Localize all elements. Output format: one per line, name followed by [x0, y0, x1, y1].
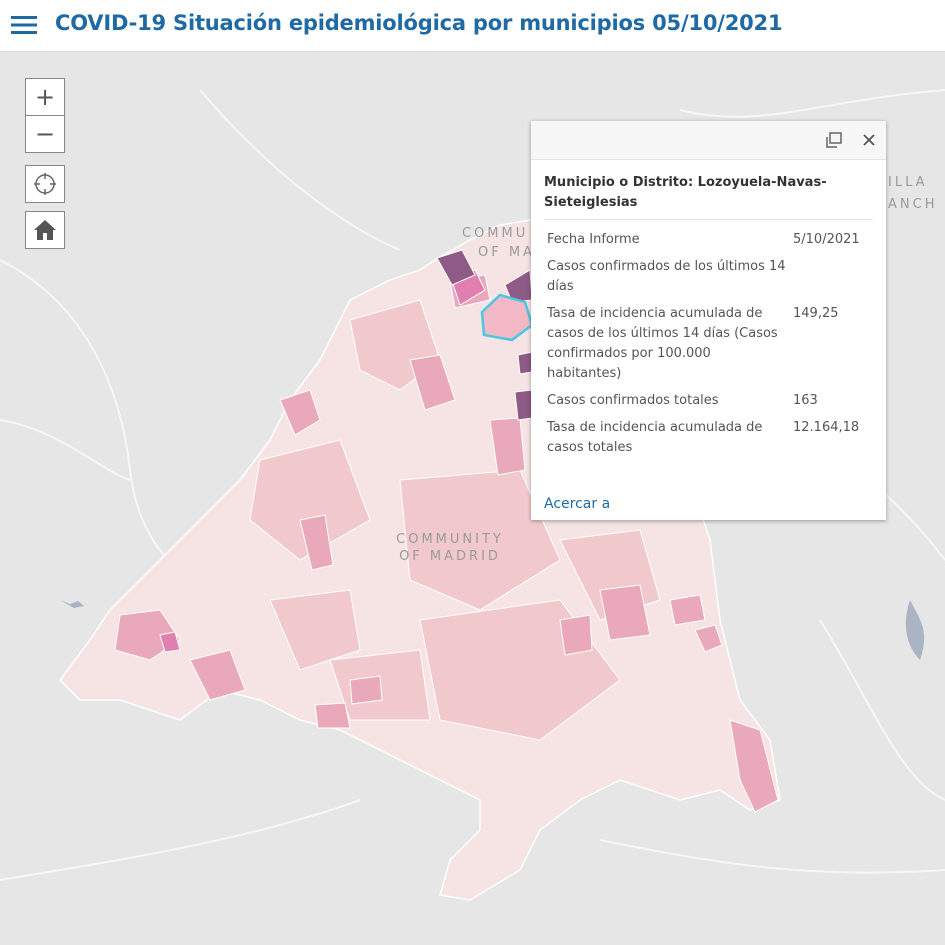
home-icon — [34, 220, 56, 240]
zoom-to-link[interactable]: Acercar a — [544, 496, 611, 512]
attribute-label: Casos confirmados de los últimos 14 días — [547, 259, 786, 294]
zoom-out[interactable]: − — [25, 115, 65, 153]
attribute-label: Tasa de incidencia acumulada de casos de… — [547, 306, 778, 381]
popup-title: Municipio o Distrito: Lozoyuela-Navas-Si… — [544, 175, 827, 210]
map-label: COMMU — [462, 226, 528, 241]
attribute-table: Fecha Informe 5/10/2021 Casos confirmados … — [544, 227, 874, 462]
attribute-label: Tasa de incidencia acumulada de casos to… — [547, 420, 763, 455]
dock-button[interactable] — [825, 131, 843, 149]
header: COVID-19 Situación epidemiológica por mu… — [0, 0, 945, 52]
attribute-row: Fecha Informe 5/10/2021 — [544, 227, 874, 254]
attribute-label: Fecha Informe — [547, 232, 640, 247]
popup: Municipio o Distrito: Lozoyuela-Navas-Si… — [531, 121, 886, 520]
map-label: ILLA — [888, 175, 928, 190]
map-label: OF MA — [478, 245, 535, 260]
app-title: COVID-19 Situación epidemiológica por mu… — [55, 11, 783, 35]
separator — [544, 219, 873, 220]
map-label: OF MADRID — [399, 549, 501, 564]
zoom-in[interactable]: + — [25, 78, 65, 116]
attribute-value — [790, 254, 874, 301]
attribute-label: Casos confirmados totales — [547, 393, 719, 408]
attribute-row: Casos confirmados totales 163 — [544, 388, 874, 415]
attribute-value: 149,25 — [793, 306, 839, 321]
close-button[interactable] — [862, 133, 876, 147]
attribute-value: 5/10/2021 — [793, 232, 860, 247]
menu-button[interactable] — [11, 15, 37, 35]
attribute-row: Casos confirmados de los últimos 14 días — [544, 254, 874, 301]
locate-icon — [34, 173, 56, 195]
attribute-value: 163 — [793, 393, 818, 408]
map-label: ANCH — [888, 197, 937, 212]
attribute-row: Tasa de incidencia acumulada de casos to… — [544, 415, 874, 462]
map-label: COMMUNITY — [396, 532, 504, 547]
attribute-row: Tasa de incidencia acumulada de casos de… — [544, 301, 874, 388]
locate-button[interactable] — [25, 165, 65, 203]
home-button[interactable] — [25, 211, 65, 249]
attribute-value: 12.164,18 — [793, 420, 860, 435]
popup-header — [531, 121, 886, 160]
